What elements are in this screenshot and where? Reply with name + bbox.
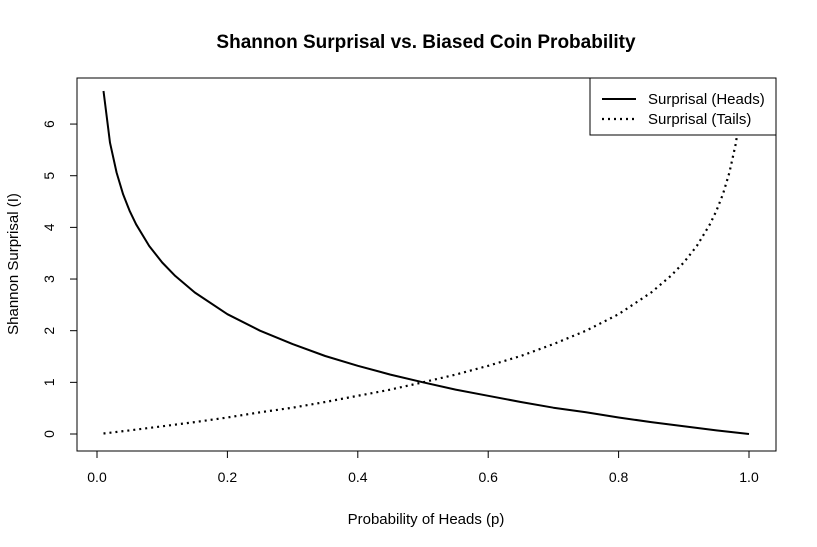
y-axis: 0 1 2 3 4 5 6: [41, 120, 78, 438]
x-tick-label: 0.8: [609, 469, 629, 485]
y-tick-label: 6: [41, 120, 57, 128]
y-tick-label: 2: [41, 327, 57, 335]
x-tick-label: 0.4: [348, 469, 368, 485]
legend-label-heads: Surprisal (Heads): [648, 91, 765, 108]
series-line-heads: [102, 90, 750, 435]
series-layer: [102, 90, 750, 435]
x-tick-label: 1.0: [739, 469, 759, 485]
legend-label-tails: Surprisal (Tails): [648, 111, 751, 128]
y-tick-label: 1: [41, 378, 57, 386]
x-tick-label: 0.2: [218, 469, 238, 485]
y-tick-label: 3: [41, 275, 57, 283]
y-tick-label: 0: [41, 430, 57, 438]
y-tick-label: 4: [41, 223, 57, 231]
x-tick-label: 0.0: [87, 469, 107, 485]
y-axis-label: Shannon Surprisal (I): [5, 193, 22, 335]
legend: Surprisal (Heads) Surprisal (Tails): [589, 77, 777, 136]
y-tick-label: 5: [41, 172, 57, 180]
x-axis: 0.0 0.2 0.4 0.6 0.8 1.0: [87, 450, 759, 485]
chart-title: Shannon Surprisal vs. Biased Coin Probab…: [216, 32, 636, 53]
x-axis-label: Probability of Heads (p): [348, 511, 505, 528]
legend-box: [589, 77, 777, 136]
x-tick-label: 0.6: [478, 469, 498, 485]
